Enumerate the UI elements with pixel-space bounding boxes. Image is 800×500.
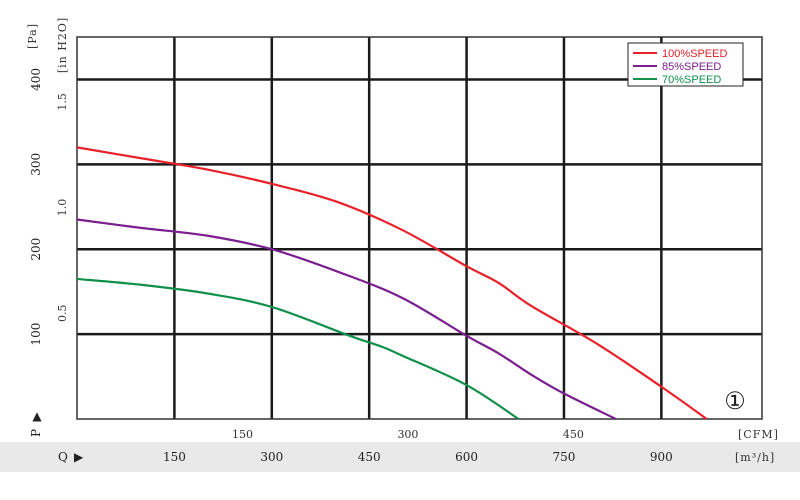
legend-entry-label: 100%SPEED: [662, 48, 727, 60]
left-secondary-tick-label: 1.5: [56, 93, 69, 111]
legend-entry-label: 85%SPEED: [662, 61, 721, 73]
bottom-secondary-tick-label: 450: [563, 428, 584, 441]
left-axis-ticks: 100 200 300 400: [29, 68, 43, 346]
left-tick-label: 300: [29, 153, 43, 176]
bottom-axis-secondary-ticks: 150 300 450: [232, 428, 584, 441]
bottom-tick-label: 750: [553, 450, 576, 464]
left-axis-symbol: P: [29, 429, 43, 437]
bottom-axis-symbol: Q: [58, 450, 68, 464]
series-line-3: [76, 277, 520, 420]
left-secondary-tick-label: 0.5: [56, 305, 69, 323]
bottom-tick-label: 450: [358, 450, 381, 464]
bottom-axis-unit: [m³/h]: [735, 451, 775, 464]
bottom-tick-label: 150: [163, 450, 186, 464]
grid-lines: [77, 37, 762, 419]
left-axis-unit: [Pa]: [26, 23, 39, 49]
left-tick-label: 200: [29, 238, 43, 261]
left-tick-label: 400: [29, 68, 43, 91]
bottom-secondary-tick-label: 300: [397, 428, 418, 441]
left-secondary-tick-label: 1.0: [56, 199, 69, 217]
bottom-tick-label: 900: [650, 450, 673, 464]
series-lines: [76, 146, 708, 420]
series-line-2: [76, 218, 617, 420]
left-tick-label: 100: [29, 323, 43, 346]
legend-entry-label: 70%SPEED: [662, 74, 721, 86]
bottom-secondary-tick-label: 150: [232, 428, 253, 441]
left-axis-secondary-unit: [in H2O]: [56, 17, 69, 73]
left-axis-arrow: ▲: [32, 409, 42, 423]
bottom-tick-label: 600: [455, 450, 478, 464]
bottom-axis-secondary-unit: [CFM]: [738, 428, 779, 441]
curve-number-annotation: ①: [724, 387, 746, 415]
left-axis-secondary-ticks: 0.5 1.0 1.5: [56, 93, 69, 322]
bottom-axis-band: [0, 442, 800, 472]
plot-frame: [76, 36, 763, 420]
bottom-axis-ticks: 150 300 450 600 750 900: [163, 450, 673, 464]
series-line-1: [76, 146, 708, 420]
bottom-axis-arrow: ▶: [74, 450, 84, 464]
bottom-tick-label: 300: [260, 450, 283, 464]
